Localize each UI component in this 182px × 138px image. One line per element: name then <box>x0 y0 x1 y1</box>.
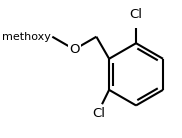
Text: O: O <box>69 43 80 56</box>
Text: methoxy: methoxy <box>2 32 51 42</box>
Text: Cl: Cl <box>93 107 106 120</box>
Text: Cl: Cl <box>130 8 143 21</box>
